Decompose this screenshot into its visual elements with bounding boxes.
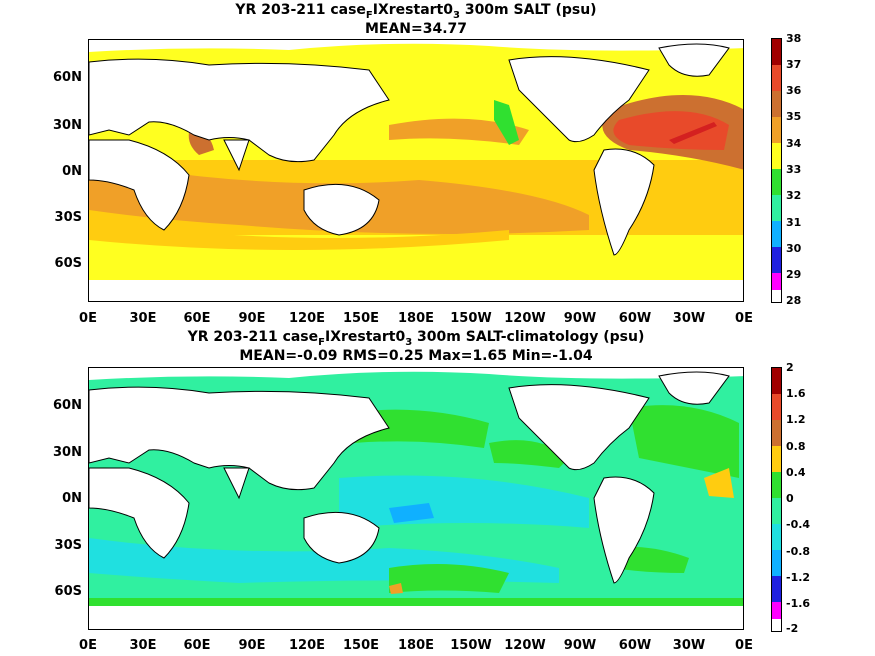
- top-lon-label: 30W: [672, 311, 706, 326]
- top-lat-label: 0N: [62, 164, 82, 179]
- top-lat-label: 30N: [53, 118, 82, 133]
- bottom-lon-label: 60E: [183, 638, 211, 653]
- bottom-lon-label: 90E: [238, 638, 266, 653]
- top-lon-label: 0E: [735, 311, 753, 326]
- top-lon-label: 90W: [563, 311, 597, 326]
- top-colorbar-tick: 34: [786, 137, 802, 150]
- top-colorbar: [771, 38, 782, 303]
- bottom-lon-label: 150W: [450, 638, 492, 653]
- top-map-title: YR 203-211 caseFIXrestart03 300m SALT (p…: [235, 2, 597, 21]
- top-map-stats: MEAN=34.77: [364, 21, 468, 37]
- bottom-colorbar-tick: 1.2: [786, 413, 806, 426]
- bottom-colorbar-tick: -0.8: [786, 545, 811, 558]
- top-colorbar-tick: 33: [786, 163, 802, 176]
- bottom-lat-label: 60N: [53, 398, 82, 413]
- top-colorbar-tick: 30: [786, 242, 802, 255]
- top-lon-label: 150W: [450, 311, 492, 326]
- top-lon-label: 120E: [288, 311, 326, 326]
- top-colorbar-tick: 31: [786, 216, 802, 229]
- bottom-colorbar-tick: 0.8: [786, 440, 806, 453]
- bottom-colorbar: [771, 367, 782, 632]
- top-colorbar-tick: 36: [786, 84, 802, 97]
- bottom-colorbar-tick: 0.4: [786, 466, 806, 479]
- top-colorbar-tick: 38: [786, 32, 802, 45]
- bottom-colorbar-tick: -0.4: [786, 518, 811, 531]
- top-colorbar-tick: 35: [786, 110, 802, 123]
- top-lat-label: 30S: [54, 210, 82, 225]
- top-lon-label: 0E: [79, 311, 97, 326]
- bottom-colorbar-tick: 1.6: [786, 387, 806, 400]
- bottom-lat-label: 60S: [54, 584, 82, 599]
- top-lon-label: 60E: [183, 311, 211, 326]
- bottom-lon-label: 30W: [672, 638, 706, 653]
- top-lon-label: 150E: [342, 311, 380, 326]
- bottom-lon-label: 60W: [618, 638, 652, 653]
- bottom-lon-label: 120W: [504, 638, 546, 653]
- bottom-colorbar-tick: -2: [786, 622, 799, 635]
- bottom-lon-label: 150E: [342, 638, 380, 653]
- bottom-lon-label: 0E: [735, 638, 753, 653]
- bottom-lon-label: 90W: [563, 638, 597, 653]
- bottom-lat-label: 30N: [53, 445, 82, 460]
- top-lon-label: 180E: [397, 311, 435, 326]
- bottom-lon-label: 180E: [397, 638, 435, 653]
- bottom-lat-label: 0N: [62, 491, 82, 506]
- bottom-map-stats: MEAN=-0.09 RMS=0.25 Max=1.65 Min=-1.04: [239, 348, 593, 364]
- top-lon-label: 120W: [504, 311, 546, 326]
- bottom-colorbar-tick: 0: [786, 492, 794, 505]
- bottom-colorbar-tick: -1.6: [786, 597, 811, 610]
- bottom-lon-label: 120E: [288, 638, 326, 653]
- top-colorbar-tick: 29: [786, 268, 802, 281]
- bottom-colorbar-tick: -1.2: [786, 571, 811, 584]
- bottom-salinity-anomaly-map: [88, 367, 744, 630]
- top-salinity-map: [88, 39, 744, 302]
- top-lon-label: 30E: [129, 311, 157, 326]
- top-lon-label: 60W: [618, 311, 652, 326]
- top-lon-label: 90E: [238, 311, 266, 326]
- bottom-colorbar-tick: 2: [786, 361, 794, 374]
- top-lat-label: 60S: [54, 256, 82, 271]
- bottom-lon-label: 0E: [79, 638, 97, 653]
- top-colorbar-tick: 28: [786, 294, 802, 307]
- top-colorbar-tick: 37: [786, 58, 802, 71]
- bottom-map-title: YR 203-211 caseFIXrestart03 300m SALT-cl…: [187, 329, 645, 348]
- top-lat-label: 60N: [53, 70, 82, 85]
- top-colorbar-tick: 32: [786, 189, 802, 202]
- bottom-lat-label: 30S: [54, 538, 82, 553]
- bottom-lon-label: 30E: [129, 638, 157, 653]
